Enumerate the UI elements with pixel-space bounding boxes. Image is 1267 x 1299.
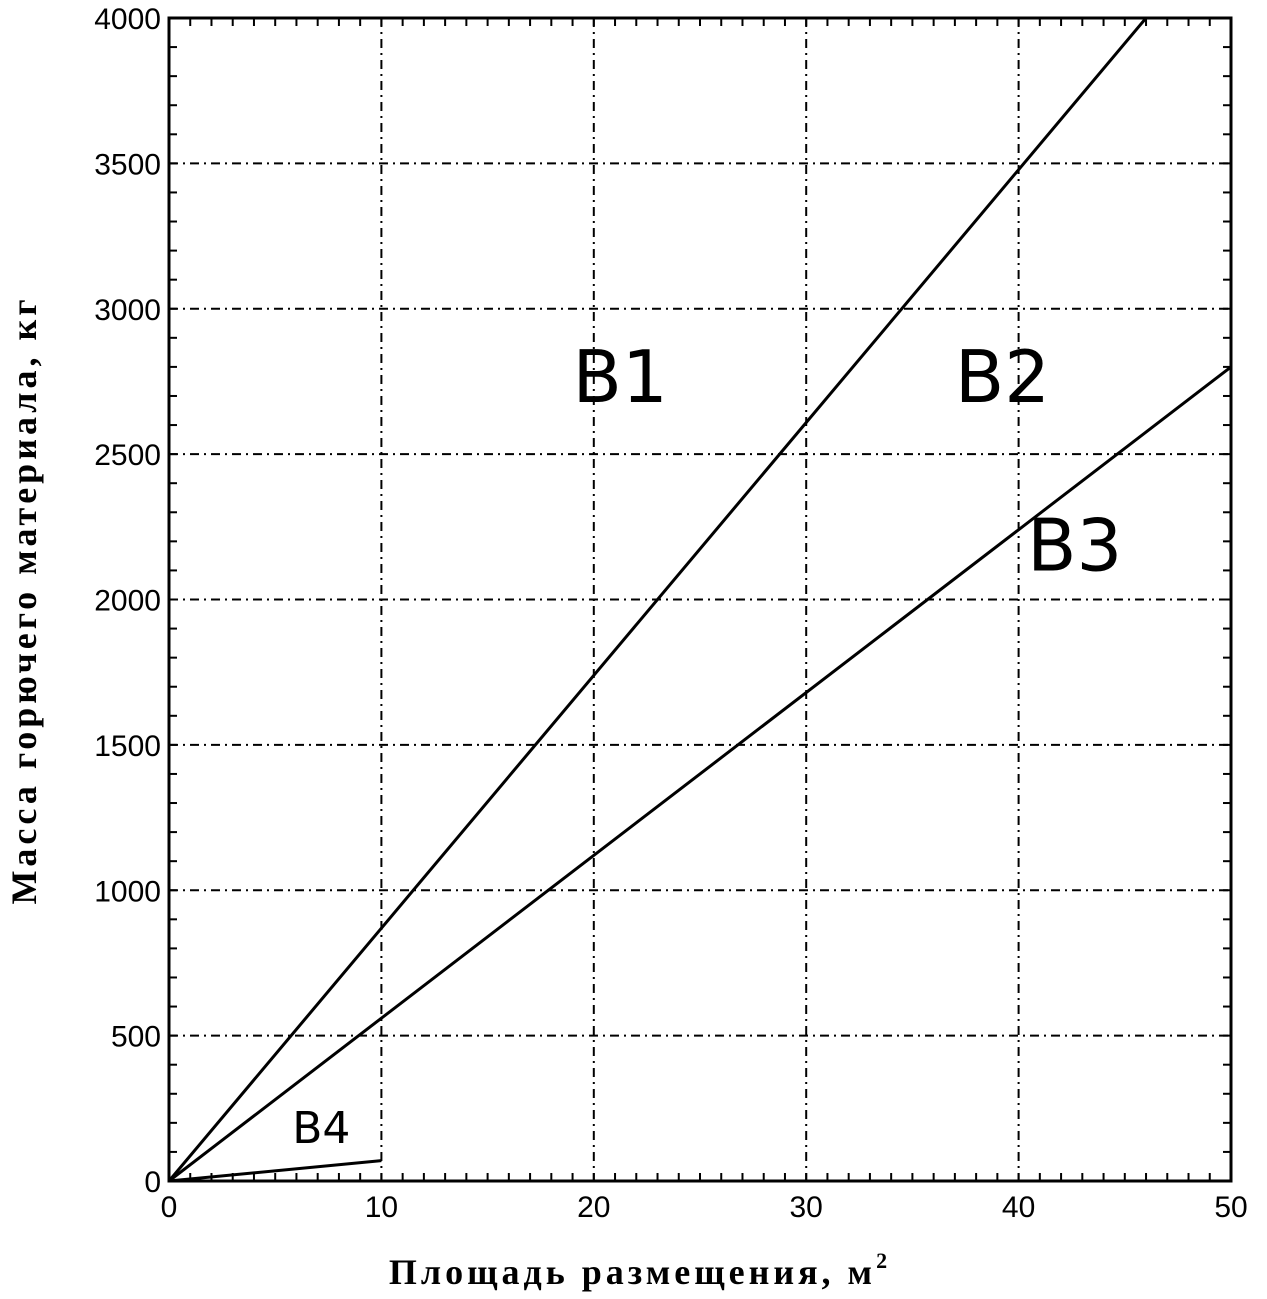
y-tick-label: 4000 <box>94 3 161 36</box>
y-tick-labels: 0 500 1000 1500 2000 2500 3000 3500 4000 <box>94 3 161 1199</box>
series-lines <box>167 17 1232 1183</box>
series-line <box>167 17 1148 1182</box>
zone-label: В3 <box>1027 503 1122 587</box>
x-tick-label: 40 <box>1002 1191 1035 1224</box>
y-tick-label: 0 <box>144 1166 161 1199</box>
y-tick-label: 1000 <box>94 875 161 908</box>
zone-labels: В1 В2 В3 В4 <box>292 335 1122 1154</box>
y-tick-label: 500 <box>111 1021 161 1054</box>
zone-label: В4 <box>292 1103 350 1154</box>
x-tick-label: 0 <box>161 1191 178 1224</box>
x-tick-label: 10 <box>365 1191 398 1224</box>
x-tick-label: 30 <box>790 1191 823 1224</box>
y-axis-title: Масса горючего материала, кг <box>4 295 44 904</box>
y-tick-label: 2000 <box>94 585 161 618</box>
x-tick-labels: 0 10 20 30 40 50 <box>161 1191 1248 1224</box>
series-line <box>168 1159 382 1183</box>
x-tick-label: 20 <box>577 1191 610 1224</box>
zone-label: В1 <box>573 335 668 419</box>
x-axis-title-sup: 2 <box>876 1248 891 1273</box>
y-tick-label: 2500 <box>94 439 161 472</box>
y-tick-label: 3500 <box>94 148 161 181</box>
x-axis-title: Площадь размещения, м2 <box>389 1248 891 1292</box>
series-line <box>168 365 1232 1183</box>
x-axis-title-text: Площадь размещения, м <box>389 1252 876 1292</box>
y-tick-label: 1500 <box>94 730 161 763</box>
x-tick-label: 50 <box>1214 1191 1247 1224</box>
zone-label: В2 <box>955 335 1050 419</box>
y-tick-label: 3000 <box>94 294 161 327</box>
grid <box>169 18 1231 1181</box>
